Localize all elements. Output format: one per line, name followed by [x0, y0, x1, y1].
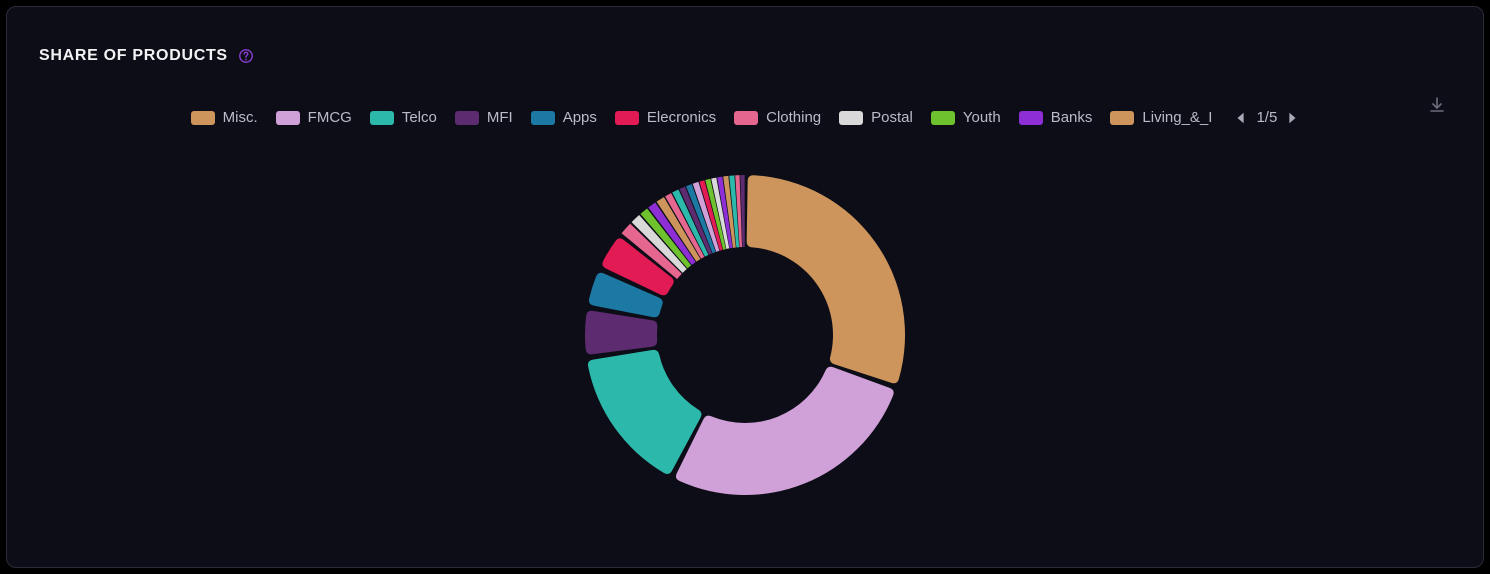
- legend-swatch: [191, 111, 215, 125]
- legend-item-mfi[interactable]: MFI: [455, 109, 513, 126]
- legend-item-living-i[interactable]: Living_&_I: [1110, 109, 1212, 126]
- legend-page-indicator: 1/5: [1256, 109, 1277, 126]
- donut-chart: [565, 155, 925, 515]
- legend-swatch: [839, 111, 863, 125]
- legend-swatch: [1019, 111, 1043, 125]
- legend: Misc. FMCG Telco MFI Apps Elecronics Clothing P…: [7, 109, 1483, 126]
- donut-slice-mfi[interactable]: [585, 311, 657, 355]
- legend-label: MFI: [487, 109, 513, 126]
- legend-prev-icon[interactable]: [1234, 111, 1248, 125]
- legend-item-telco[interactable]: Telco: [370, 109, 437, 126]
- donut-slice-telco[interactable]: [588, 350, 702, 474]
- share-of-products-panel: SHARE OF PRODUCTS Misc. FMCG Telco MFI Apps E…: [6, 6, 1484, 568]
- legend-swatch: [531, 111, 555, 125]
- legend-label: Apps: [563, 109, 597, 126]
- panel-title: SHARE OF PRODUCTS: [39, 47, 228, 65]
- legend-swatch: [931, 111, 955, 125]
- legend-item-apps[interactable]: Apps: [531, 109, 597, 126]
- legend-label: Misc.: [223, 109, 258, 126]
- legend-item-clothing[interactable]: Clothing: [734, 109, 821, 126]
- help-icon[interactable]: [238, 48, 254, 64]
- legend-swatch: [370, 111, 394, 125]
- legend-label: Postal: [871, 109, 913, 126]
- legend-label: Telco: [402, 109, 437, 126]
- legend-swatch: [734, 111, 758, 125]
- legend-label: Elecronics: [647, 109, 716, 126]
- legend-item-misc-[interactable]: Misc.: [191, 109, 258, 126]
- legend-item-postal[interactable]: Postal: [839, 109, 913, 126]
- legend-item-elecronics[interactable]: Elecronics: [615, 109, 716, 126]
- donut-slice-misc-[interactable]: [747, 175, 905, 383]
- legend-item-youth[interactable]: Youth: [931, 109, 1001, 126]
- legend-swatch: [276, 111, 300, 125]
- legend-label: Clothing: [766, 109, 821, 126]
- legend-swatch: [615, 111, 639, 125]
- legend-label: Living_&_I: [1142, 109, 1212, 126]
- legend-label: Banks: [1051, 109, 1093, 126]
- legend-pagination: 1/5: [1234, 109, 1299, 126]
- legend-item-fmcg[interactable]: FMCG: [276, 109, 352, 126]
- legend-item-banks[interactable]: Banks: [1019, 109, 1093, 126]
- legend-label: Youth: [963, 109, 1001, 126]
- legend-swatch: [455, 111, 479, 125]
- legend-swatch: [1110, 111, 1134, 125]
- donut-slice-fmcg[interactable]: [676, 367, 894, 495]
- legend-next-icon[interactable]: [1285, 111, 1299, 125]
- legend-label: FMCG: [308, 109, 352, 126]
- title-row: SHARE OF PRODUCTS: [39, 47, 254, 65]
